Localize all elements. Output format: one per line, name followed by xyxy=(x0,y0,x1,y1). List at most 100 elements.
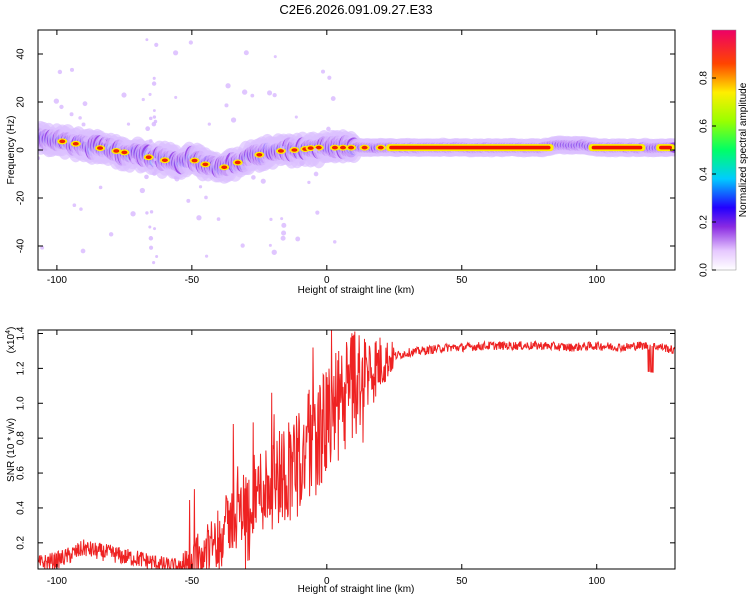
spectral-peak-red xyxy=(234,160,241,165)
colorbar-tick-label: 0.4 xyxy=(699,167,710,181)
spectral-scatter-dot xyxy=(281,146,285,150)
spectral-scatter-dot xyxy=(251,175,256,180)
spectral-streak-dot xyxy=(147,165,153,170)
snr-frame xyxy=(37,329,676,570)
spectral-streak-dot xyxy=(153,227,157,231)
spectrogram-y-ticks: -40 -20 0 20 40 xyxy=(16,48,675,253)
spectral-scatter-dot xyxy=(198,185,203,189)
spectral-scatter-dot xyxy=(69,112,74,117)
colorbar-tick-label: 0.0 xyxy=(699,263,710,277)
snr-x-tick-label: -100 xyxy=(47,576,67,587)
snr-series-line xyxy=(38,330,675,569)
colorbar-frame xyxy=(711,29,737,271)
colorbar-gradient xyxy=(712,30,736,270)
spectral-peak-red xyxy=(161,158,168,163)
spectral-scatter-dot xyxy=(280,235,286,241)
spectral-scatter-dot xyxy=(273,55,277,59)
spectrogram-y-tick-label: -40 xyxy=(16,238,27,253)
spectral-scatter-dot xyxy=(174,95,178,99)
spectral-scatter-dot xyxy=(230,117,237,123)
spectral-streak-dot xyxy=(148,145,152,149)
snr-panel: -100 -50 0 50 100 0.2 0.4 0.6 0.8 1.0 1.2 1.4 Heig… xyxy=(5,326,676,595)
snr-x-tick-label: 50 xyxy=(456,576,468,587)
snr-x-tick-label: 0 xyxy=(324,576,330,587)
spectral-scatter-dot xyxy=(321,69,326,74)
snr-y-tick-label: 0.2 xyxy=(16,535,27,549)
spectral-scatter-dot xyxy=(186,198,191,203)
spectral-scatter-dot xyxy=(327,75,332,80)
spectrogram-y-axis-label: Frequency (Hz) xyxy=(6,116,17,185)
spectral-scatter-dot xyxy=(271,249,277,255)
spectral-scatter-dot xyxy=(173,50,179,56)
spectral-peak-red xyxy=(97,146,104,150)
colorbar-tick-label: 0.2 xyxy=(699,215,710,229)
spectral-streak-dot xyxy=(148,139,153,143)
spectral-scatter-dot xyxy=(188,40,193,45)
snr-y-tick-label: 0.4 xyxy=(16,501,27,515)
spectral-scatter-dot xyxy=(69,67,75,72)
spectral-scatter-dot xyxy=(130,158,136,164)
spectrogram-x-ticks: -100 -50 0 50 100 xyxy=(47,30,606,286)
spectral-scatter-dot xyxy=(294,115,298,119)
spectral-scatter-dot xyxy=(102,139,107,144)
spectral-streak-dot xyxy=(145,126,151,132)
spectral-scatter-dot xyxy=(196,215,202,221)
spectral-scatter-dot xyxy=(148,92,152,96)
spectral-scatter-dot xyxy=(72,203,77,208)
spectral-peak-red xyxy=(72,141,79,146)
spectral-scatter-dot xyxy=(79,207,83,211)
spectral-streak-dot xyxy=(151,81,157,86)
spectral-scatter-dot xyxy=(81,122,86,127)
colorbar-tick-label: 0.6 xyxy=(699,119,710,133)
spectral-scatter-dot xyxy=(289,137,295,143)
spectral-scatter-dot xyxy=(224,103,229,108)
spectral-scatter-dot xyxy=(330,96,336,101)
spectral-scatter-dot xyxy=(204,195,208,200)
spectral-scatter-dot xyxy=(268,243,272,247)
snr-y-tick-label: 1.2 xyxy=(16,361,27,375)
spectral-scatter-dot xyxy=(333,240,337,244)
snr-y-tick-label: 0.8 xyxy=(16,431,27,445)
snr-x-axis-label: Height of straight line (km) xyxy=(298,584,415,595)
spectral-scatter-dot xyxy=(225,83,231,89)
spectral-peak-red xyxy=(202,162,209,167)
spectral-scatter-dot xyxy=(267,90,273,96)
spectral-streak-dot xyxy=(152,109,156,112)
spectrogram-x-tick-label: 100 xyxy=(588,275,605,286)
spectral-scatter-dot xyxy=(281,230,287,236)
spectral-streak-dot xyxy=(151,121,157,127)
spectral-streak-dot xyxy=(152,76,156,80)
spectral-streak-dot xyxy=(145,38,149,42)
spectral-scatter-dot xyxy=(80,248,86,254)
spectral-scatter-dot xyxy=(250,93,255,98)
spectral-scatter-dot xyxy=(141,97,145,102)
spectral-band-red xyxy=(659,145,672,150)
spectral-scatter-dot xyxy=(204,254,209,258)
spectral-peak-red xyxy=(348,145,355,150)
spectral-scatter-dot xyxy=(269,217,273,221)
spectral-scatter-dot xyxy=(82,101,88,107)
spectral-scatter-dot xyxy=(241,89,248,95)
spectral-streak-dot xyxy=(145,211,149,215)
spectral-peak-red xyxy=(315,145,322,150)
spectral-scatter-dot xyxy=(139,187,146,194)
spectral-peak-red xyxy=(59,139,66,144)
snr-y-tick-label: 1.0 xyxy=(16,396,27,410)
spectral-scatter-dot xyxy=(299,160,305,166)
spectral-peak-red xyxy=(361,145,368,150)
spectral-streak-dot xyxy=(144,174,149,180)
snr-y-axis-label: SNR (10 * v/v) xyxy=(6,418,17,482)
spectral-scatter-dot xyxy=(78,116,82,120)
spectral-scatter-dot xyxy=(57,69,63,75)
spectral-scatter-dot xyxy=(108,232,114,237)
spectral-scatter-dot xyxy=(315,210,320,215)
spectral-scatter-dot xyxy=(216,217,221,221)
spectral-peak-red xyxy=(191,158,198,163)
spectral-scatter-dot xyxy=(121,92,127,98)
spectral-peak-red xyxy=(340,145,347,150)
spectral-streak-dot xyxy=(153,158,157,162)
spectral-streak-dot xyxy=(148,225,152,229)
spectral-streak-dot xyxy=(154,168,158,172)
spectral-scatter-dot xyxy=(295,236,301,242)
